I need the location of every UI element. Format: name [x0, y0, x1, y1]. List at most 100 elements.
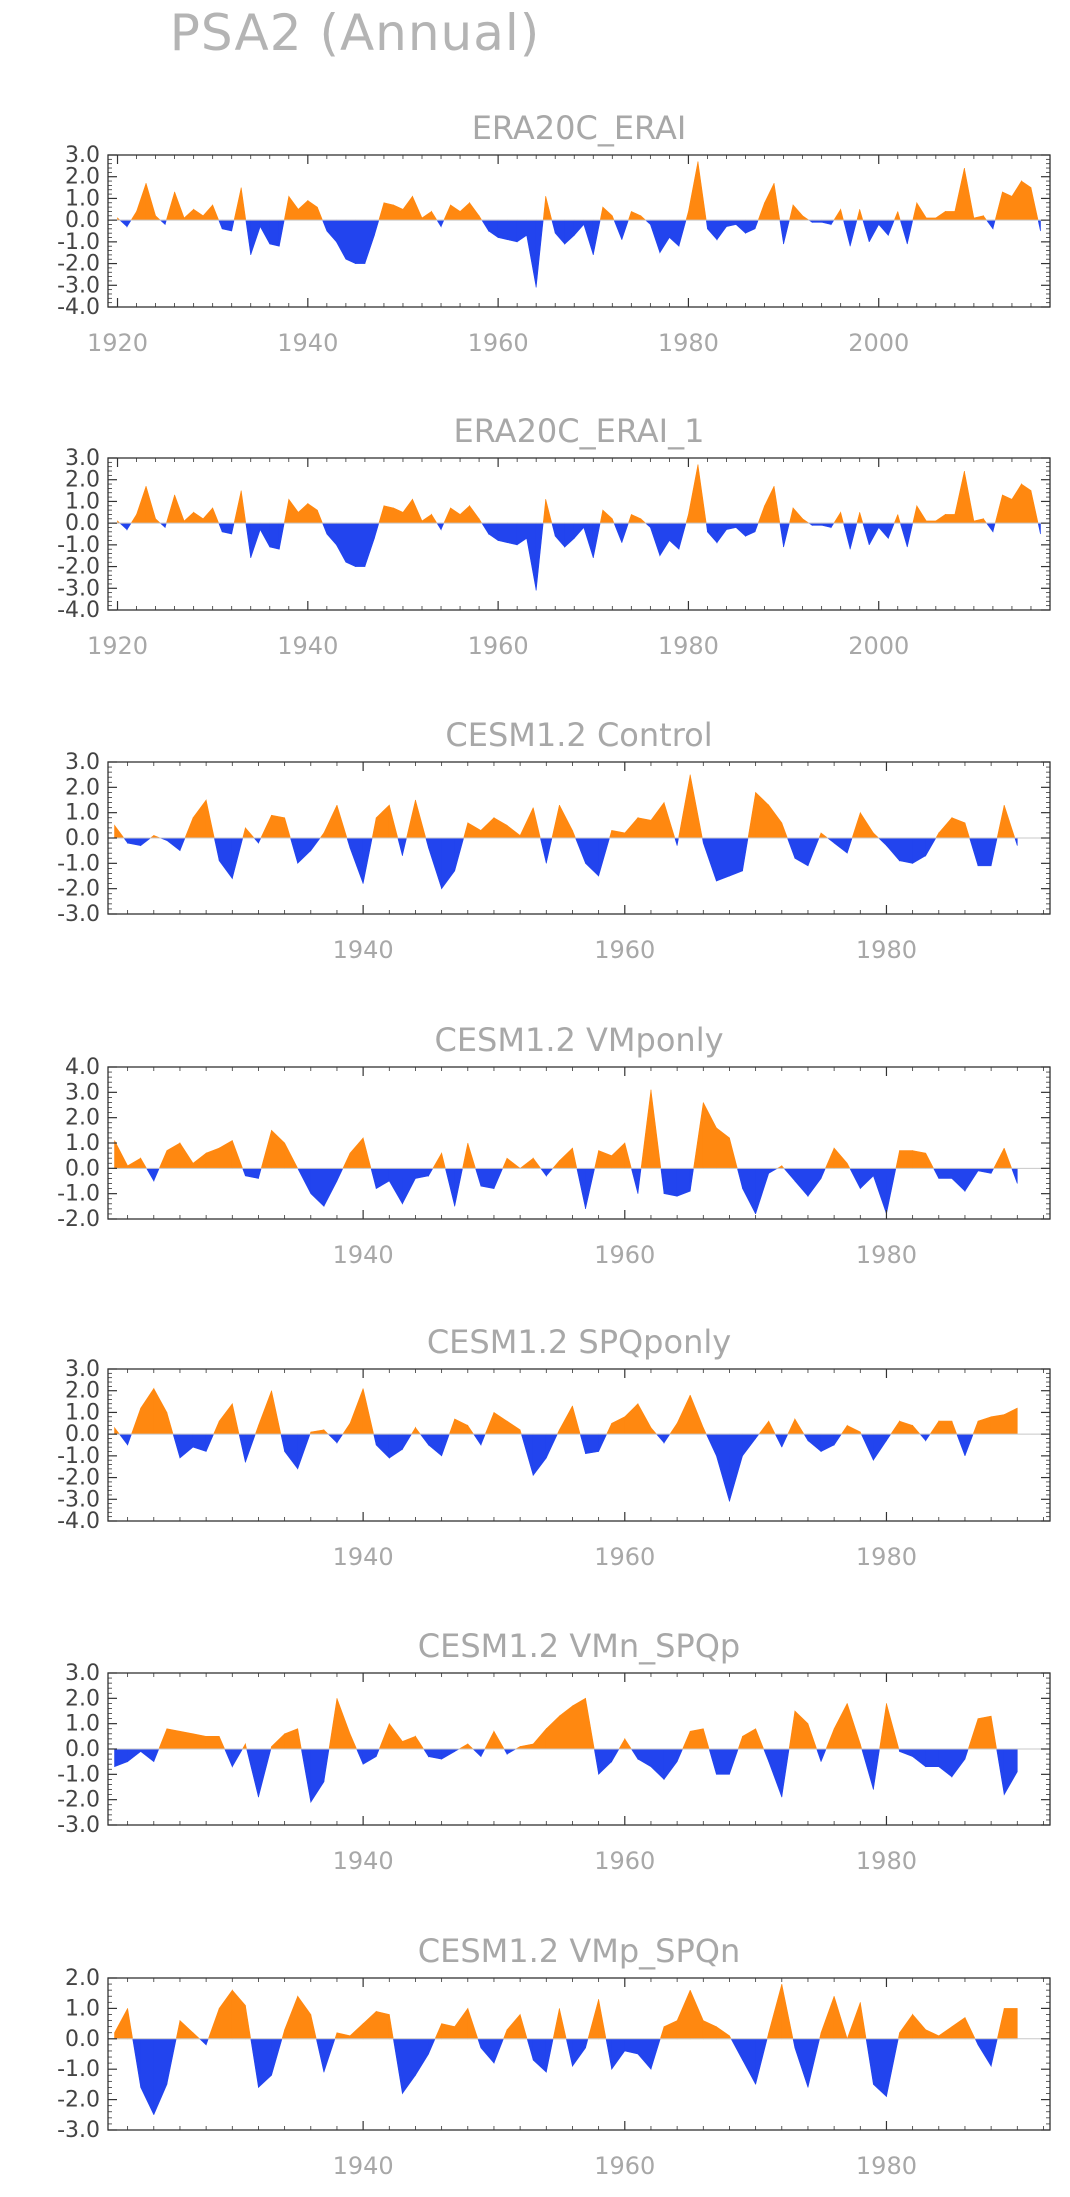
- positive-area: [757, 505, 765, 524]
- negative-area: [621, 522, 629, 543]
- negative-area: [576, 1168, 586, 1209]
- positive-area: [794, 1417, 805, 1435]
- negative-area: [742, 1168, 756, 1215]
- negative-area: [865, 2038, 874, 2085]
- positive-area: [611, 518, 615, 524]
- chart-panel-6: CESM1.2 VMn_SPQp -3.0-2.0-1.00.01.02.03.0…: [57, 1627, 1051, 1875]
- plot-frame: [107, 154, 1051, 308]
- negative-area: [783, 522, 790, 548]
- y-tick-label: -3.0: [57, 576, 100, 601]
- negative-area: [763, 1748, 770, 1762]
- positive-area: [912, 202, 918, 221]
- positive-area: [478, 214, 483, 221]
- positive-area: [271, 1129, 285, 1169]
- negative-area: [951, 1748, 966, 1778]
- positive-area: [755, 791, 770, 839]
- x-tick-label: 1940: [333, 1847, 394, 1875]
- positive-area: [789, 204, 794, 221]
- negative-area: [755, 1433, 760, 1440]
- negative-area: [532, 2038, 547, 2073]
- positive-area: [245, 2005, 252, 2040]
- positive-area: [114, 1140, 128, 1169]
- negative-area: [336, 522, 347, 563]
- positive-area: [993, 1147, 1005, 1169]
- y-tick-label: 2.0: [65, 165, 100, 190]
- x-tick-label: 1960: [594, 1543, 655, 1571]
- negative-area: [779, 522, 784, 548]
- negative-area: [250, 522, 261, 558]
- positive-area: [166, 1728, 181, 1750]
- positive-area: [689, 1728, 704, 1750]
- negative-area: [906, 219, 914, 245]
- negative-area: [613, 522, 623, 543]
- positive-area: [669, 1422, 678, 1435]
- negative-area: [554, 522, 566, 548]
- positive-area: [688, 464, 699, 524]
- negative-area: [1003, 1748, 1018, 1796]
- negative-area: [969, 837, 979, 866]
- negative-area: [985, 522, 994, 533]
- negative-area: [1014, 837, 1018, 846]
- negative-area: [218, 837, 233, 880]
- positive-area: [283, 499, 290, 524]
- negative-area: [436, 219, 442, 228]
- positive-area: [145, 183, 156, 221]
- negative-area: [786, 837, 796, 859]
- negative-area: [565, 2038, 573, 2067]
- negative-area: [873, 1433, 887, 1462]
- negative-area: [705, 1433, 717, 1456]
- positive-area: [637, 817, 652, 839]
- positive-area: [693, 1102, 704, 1169]
- negative-area: [551, 522, 556, 537]
- negative-area: [729, 837, 743, 877]
- negative-area: [374, 522, 380, 539]
- negative-area: [213, 837, 220, 861]
- negative-area: [830, 219, 835, 226]
- positive-area: [205, 799, 215, 839]
- positive-area: [802, 518, 810, 524]
- y-tick-label: -1.0: [57, 230, 100, 255]
- negative-area: [849, 522, 858, 550]
- positive-area: [212, 507, 220, 524]
- negative-area: [843, 522, 851, 550]
- positive-area: [897, 211, 901, 221]
- negative-area: [205, 2038, 209, 2045]
- positive-area: [627, 211, 632, 221]
- negative-area: [781, 1433, 789, 1448]
- positive-area: [415, 1735, 425, 1750]
- positive-area: [611, 1416, 626, 1435]
- negative-area: [754, 522, 759, 532]
- positive-area: [899, 1150, 913, 1169]
- negative-area: [415, 2038, 429, 2077]
- positive-area: [441, 2023, 456, 2040]
- positive-area: [192, 799, 207, 839]
- negative-area: [297, 837, 312, 865]
- negative-area: [689, 1168, 694, 1192]
- negative-area: [992, 219, 996, 229]
- positive-area: [283, 196, 290, 221]
- negative-area: [250, 2038, 259, 2088]
- negative-area: [507, 522, 518, 546]
- negative-area: [123, 837, 128, 844]
- positive-area: [559, 1705, 573, 1750]
- y-tick-label: -2.0: [57, 1466, 100, 1491]
- negative-area: [585, 1433, 599, 1455]
- positive-area: [130, 210, 137, 221]
- y-tick-label: 0.0: [65, 511, 100, 536]
- negative-area: [925, 837, 937, 857]
- negative-area: [768, 1168, 779, 1174]
- negative-area: [906, 522, 914, 548]
- negative-area: [708, 1748, 717, 1775]
- negative-area: [284, 1433, 299, 1470]
- negative-area: [637, 1168, 642, 1194]
- positive-area: [192, 1152, 207, 1169]
- positive-area: [212, 204, 220, 221]
- positive-area: [1002, 191, 1013, 221]
- positive-area: [996, 805, 1005, 839]
- negative-area: [310, 1748, 325, 1804]
- positive-area: [945, 211, 956, 221]
- negative-area: [644, 219, 651, 226]
- negative-area: [370, 1168, 377, 1189]
- positive-area: [174, 494, 185, 524]
- negative-area: [868, 522, 880, 546]
